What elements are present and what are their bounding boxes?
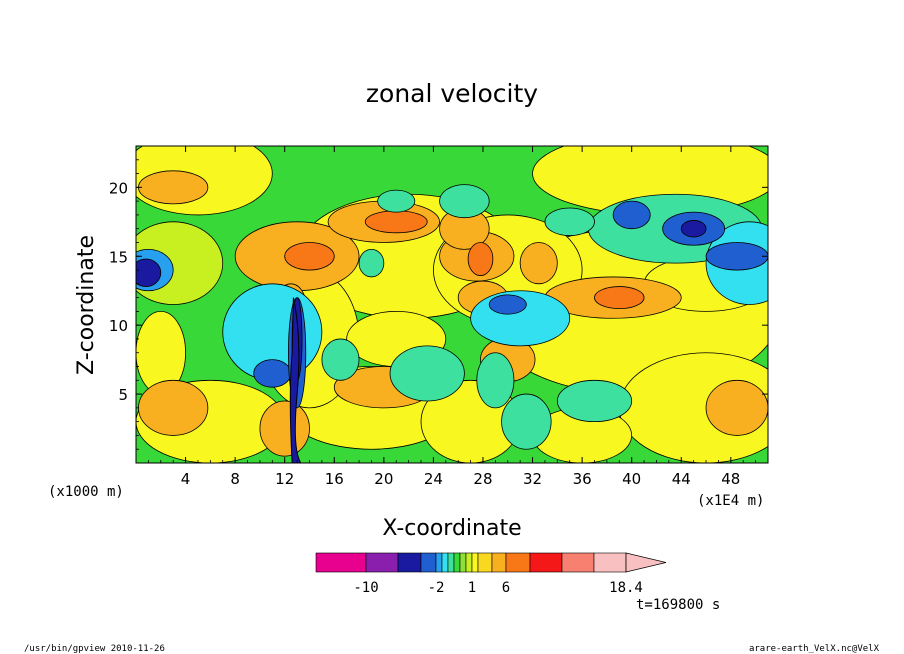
x-tick-label: 12 — [275, 470, 294, 488]
colorbar — [315, 552, 667, 573]
footer-program: /usr/bin/gpview 2010-11-26 — [24, 644, 165, 654]
chart-title: zonal velocity — [366, 79, 538, 108]
y-tick-label: 5 — [118, 386, 128, 404]
colorbar-box — [505, 552, 531, 573]
colorbar-box — [315, 552, 367, 573]
footer-variable: arare-earth_VelX.nc@VelX — [749, 644, 880, 654]
field-blob — [594, 286, 645, 310]
x-tick-label: 24 — [424, 470, 443, 488]
x-tick-label: 48 — [721, 470, 740, 488]
x-tick-label: 20 — [374, 470, 393, 488]
colorbar-box — [529, 552, 563, 573]
colorbar-tick-label: -10 — [353, 580, 378, 596]
field-blob — [519, 242, 558, 285]
field-blob — [501, 393, 552, 450]
y-tick-label: 10 — [109, 317, 128, 335]
colorbar-tick-label: -2 — [428, 580, 445, 596]
colorbar-box — [453, 552, 461, 573]
x-unit-right: (x1E4 m) — [697, 493, 764, 509]
field-blob — [138, 170, 209, 205]
field-blob — [377, 189, 416, 213]
x-tick-label: 16 — [325, 470, 344, 488]
velocity-field — [136, 146, 768, 463]
colorbar-box — [561, 552, 595, 573]
colorbar-box — [477, 552, 493, 573]
field-blob — [705, 379, 768, 436]
field-blob — [389, 345, 465, 402]
field-blob — [253, 359, 292, 388]
x-tick-label: 44 — [672, 470, 691, 488]
field-blob — [544, 207, 595, 236]
field-blob — [259, 400, 310, 457]
x-axis: 4 8 12 16 20 24 28 32 36 40 44 48 — [147, 146, 757, 488]
field-blob — [476, 352, 515, 409]
colorbar-box — [435, 552, 443, 573]
field-blob — [556, 379, 633, 423]
colorbar-box — [465, 552, 473, 573]
x-tick-label: 28 — [473, 470, 492, 488]
colorbar-box — [491, 552, 507, 573]
colorbar-ticks: -10 -2 1 6 18.4 — [353, 580, 643, 596]
field-blob — [284, 242, 335, 271]
colorbar-box — [441, 552, 449, 573]
field-blob — [680, 220, 707, 238]
colorbar-box — [459, 552, 467, 573]
field-blob — [467, 242, 494, 276]
y-axis-label: Z-coordinate — [74, 235, 99, 375]
field-blob — [138, 379, 209, 436]
x-unit-left: (x1000 m) — [48, 484, 124, 500]
colorbar-box — [365, 552, 399, 573]
x-tick-label: 32 — [523, 470, 542, 488]
y-tick-label: 15 — [109, 248, 128, 266]
field-blob — [612, 200, 651, 230]
field-blob — [321, 338, 360, 381]
colorbar-box — [593, 552, 627, 573]
field-blob — [136, 146, 273, 216]
colorbar-box — [397, 552, 422, 573]
y-tick-label: 20 — [109, 179, 128, 197]
field-blob — [705, 242, 768, 271]
time-label: t=169800 s — [636, 597, 720, 613]
field-blob — [136, 258, 162, 287]
colorbar-tick-label: 1 — [468, 580, 476, 596]
colorbar-extension — [625, 552, 667, 573]
field-blob — [488, 294, 527, 315]
x-tick-label: 36 — [573, 470, 592, 488]
updraft-column — [289, 297, 302, 463]
x-axis-label: X-coordinate — [382, 516, 521, 541]
colorbar-tick-label: 6 — [502, 580, 510, 596]
x-tick-label: 4 — [181, 470, 191, 488]
x-tick-label: 40 — [622, 470, 641, 488]
field-blob — [439, 184, 490, 219]
colorbar-tick-label: 18.4 — [609, 580, 643, 596]
field-blob — [358, 248, 385, 278]
colorbar-box — [420, 552, 437, 573]
plot-frame — [135, 145, 769, 464]
x-tick-label: 8 — [230, 470, 240, 488]
field-blob — [364, 210, 428, 234]
colorbar-box — [471, 552, 479, 573]
y-axis: 5 10 15 20 — [109, 159, 768, 450]
colorbar-box — [447, 552, 455, 573]
